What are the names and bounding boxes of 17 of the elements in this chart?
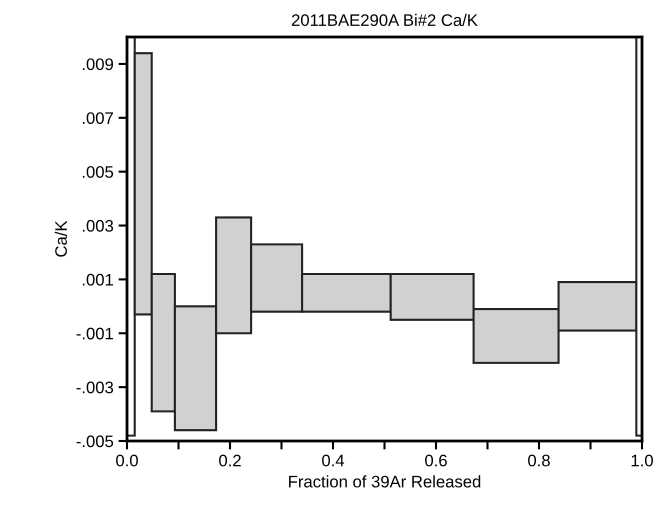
x-tick-label: 0.0 — [116, 454, 138, 466]
x-tick-label: 1.0 — [632, 454, 653, 466]
y-tick-label: .005 — [82, 166, 114, 178]
y-tick-label: .001 — [82, 274, 113, 286]
y-tick-label: -.001 — [76, 328, 113, 340]
y-tick-label: .003 — [82, 220, 114, 232]
x-tick-label: 0.8 — [528, 454, 550, 466]
y-axis-title: Ca/K — [54, 220, 67, 257]
y-tick-label: .009 — [82, 58, 114, 70]
x-tick-label: 0.2 — [219, 454, 241, 466]
x-axis-title: Fraction of 39Ar Released — [289, 475, 480, 488]
y-tick-label: -.003 — [76, 382, 114, 394]
x-tick-label: 0.6 — [425, 454, 447, 466]
chart-title: 2011BAE290A Bi#2 Ca/K — [292, 14, 478, 26]
y-tick-label: .007 — [82, 112, 113, 124]
y-tick-label: -.005 — [76, 435, 114, 448]
x-tick-label: 0.4 — [322, 454, 344, 466]
